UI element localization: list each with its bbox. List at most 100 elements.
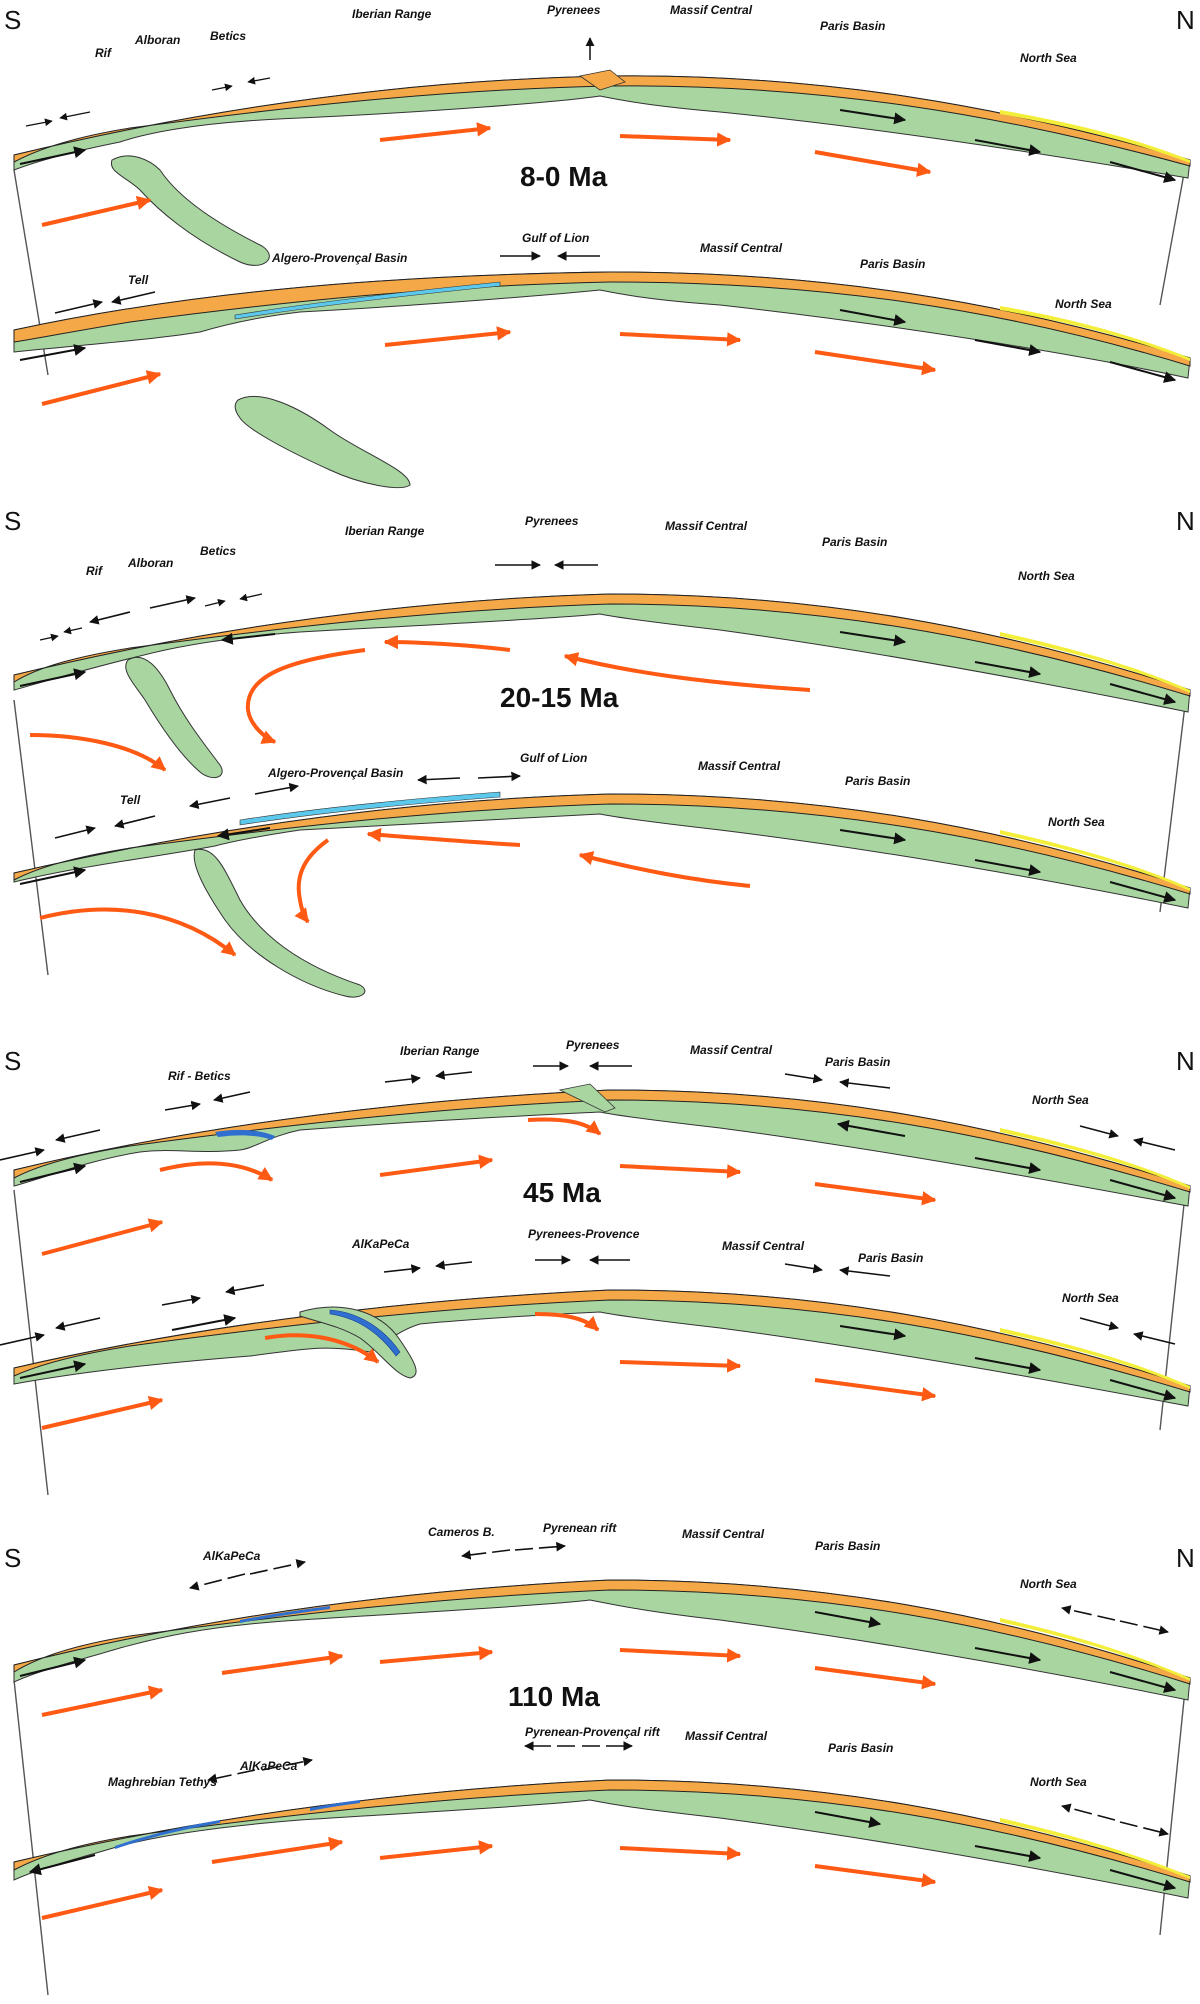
stress-arrows: [19, 1541, 1177, 1693]
mantle-flow-arrows: [29, 634, 811, 772]
lithospheric-mantle: [13, 793, 1191, 909]
lithospheric-mantle: [13, 1289, 1191, 1407]
label-pyrenees: Pyrenees: [547, 3, 601, 17]
label-north-sea: North Sea: [1062, 1291, 1119, 1305]
stress-arrows: [19, 771, 1177, 903]
section-edge-left: [13, 1189, 49, 1496]
sediment-layer: [1000, 1128, 1190, 1189]
tethys-strip: [240, 1606, 330, 1623]
mantle-flow-arrows: [41, 122, 932, 227]
slab: [193, 848, 366, 998]
north-label: N: [1176, 1543, 1195, 1573]
lithospheric-mantle: [13, 1579, 1191, 1701]
mantle-flow-arrows: [41, 1117, 937, 1256]
stress-arrows: [0, 1061, 1177, 1201]
label-north-sea: North Sea: [1018, 569, 1075, 583]
stress-arrows: [28, 1741, 1177, 1891]
crust-layer: [13, 1579, 1191, 1685]
tethys-relic: [215, 1129, 275, 1140]
cross-section: Tell Algero-Provençal Basin Gulf of Lion…: [13, 231, 1191, 488]
section-labels: Tell Algero-Provençal Basin Gulf of Lion…: [128, 231, 1112, 311]
label-maghrebian-tethys: Maghrebian Tethys: [108, 1775, 217, 1789]
label-pyrenean-rift: Pyrenean rift: [543, 1521, 617, 1535]
section-edge-left: [13, 699, 49, 976]
crust-layer: [13, 793, 1191, 895]
crust-layer: [13, 75, 1191, 167]
label-gulf-of-lion: Gulf of Lion: [520, 751, 587, 765]
oceanic-basin: [239, 791, 501, 826]
label-north-sea: North Sea: [1020, 1577, 1077, 1591]
label-north-sea: North Sea: [1032, 1093, 1089, 1107]
label-betics: Betics: [210, 29, 246, 43]
crust-layer: [13, 1089, 1191, 1193]
label-algero-provencal-basin: Algero-Provençal Basin: [267, 766, 403, 780]
sediment-layer: [1000, 1818, 1190, 1879]
label-alboran: Alboran: [127, 556, 173, 570]
label-paris-basin: Paris Basin: [845, 774, 910, 788]
sediment-layer: [1000, 110, 1190, 163]
section-edge-right: [1159, 167, 1186, 306]
label-iberian-range: Iberian Range: [352, 7, 432, 21]
section-labels: Maghrebian Tethys AlKaPeCa Pyrenean-Prov…: [108, 1725, 1087, 1789]
mantle-flow-arrows: [41, 1836, 937, 1920]
section-labels: AlKaPeCa Cameros B. Pyrenean rift Massif…: [202, 1521, 1077, 1591]
label-alboran: Alboran: [134, 33, 180, 47]
panel-110-ma: S N: [4, 1521, 1195, 1996]
label-north-sea: North Sea: [1030, 1775, 1087, 1789]
label-north-sea: North Sea: [1055, 297, 1112, 311]
age-label: 45 Ma: [523, 1177, 601, 1208]
label-betics: Betics: [200, 544, 236, 558]
label-paris-basin: Paris Basin: [828, 1741, 893, 1755]
section-edge-right: [1159, 1689, 1186, 1936]
mantle-flow-arrows: [41, 1645, 937, 1717]
sediment-layer: [1000, 306, 1190, 361]
south-label: S: [4, 1543, 21, 1573]
stress-arrows: [19, 560, 1177, 705]
label-alkapeca: AlKaPeCa: [239, 1759, 298, 1773]
section-labels: Tell Algero-Provençal Basin Gulf of Lion…: [120, 751, 1105, 829]
lithospheric-mantle: [13, 271, 1191, 379]
south-label: S: [4, 5, 21, 35]
label-paris-basin: Paris Basin: [822, 535, 887, 549]
cross-section: AlKaPeCa Pyrenees-Provence Massif Centra…: [0, 1227, 1191, 1430]
orogen-wedge: [579, 69, 626, 91]
slab: [234, 395, 411, 488]
orogen-root: [558, 1083, 616, 1113]
label-tell: Tell: [120, 793, 141, 807]
label-alkapeca: AlKaPeCa: [351, 1237, 410, 1251]
label-pyrenean-provencal-rift: Pyrenean-Provençal rift: [525, 1725, 661, 1739]
slab: [125, 656, 223, 779]
label-algero-provencal-basin: Algero-Provençal Basin: [271, 251, 407, 265]
cross-section: Rif - Betics Iberian Range Pyrenees Mass…: [0, 1038, 1191, 1256]
oceanic-basin: [234, 281, 501, 320]
age-label: 20-15 Ma: [500, 682, 619, 713]
label-tell: Tell: [128, 273, 149, 287]
label-massif-central: Massif Central: [670, 3, 753, 17]
section-edge-left: [13, 1679, 49, 1996]
label-pyrenees: Pyrenees: [566, 1038, 620, 1052]
label-massif-central: Massif Central: [722, 1239, 805, 1253]
sediment-layer: [1000, 632, 1190, 693]
south-label: S: [4, 1046, 21, 1076]
sediment-layer: [1000, 1328, 1190, 1389]
cross-section: Tell Algero-Provençal Basin Gulf of Lion…: [13, 751, 1191, 998]
panel-20-15-ma: S N: [4, 506, 1195, 998]
stress-arrows: [0, 1255, 1177, 1401]
age-label: 110 Ma: [508, 1681, 600, 1712]
crust-layer: [13, 1779, 1191, 1883]
cross-section: Rif Alboran Betics Iberian Range Pyrenee…: [13, 3, 1191, 266]
label-paris-basin: Paris Basin: [820, 19, 885, 33]
south-label: S: [4, 506, 21, 536]
tethys-strip: [115, 1820, 220, 1849]
cross-section: Maghrebian Tethys AlKaPeCa Pyrenean-Prov…: [13, 1725, 1191, 1920]
mantle-flow-arrows: [41, 1312, 937, 1430]
label-rif: Rif: [95, 46, 112, 60]
stress-arrows: [19, 76, 1177, 183]
label-rif: Rif: [86, 564, 103, 578]
section-labels: Rif Alboran Betics Iberian Range Pyrenee…: [95, 3, 1077, 65]
crust-layer: [13, 593, 1191, 697]
label-iberian-range: Iberian Range: [345, 524, 425, 538]
cross-section: Rif Alboran Betics Iberian Range Pyrenee…: [13, 514, 1191, 779]
sediment-layer: [1000, 830, 1190, 891]
